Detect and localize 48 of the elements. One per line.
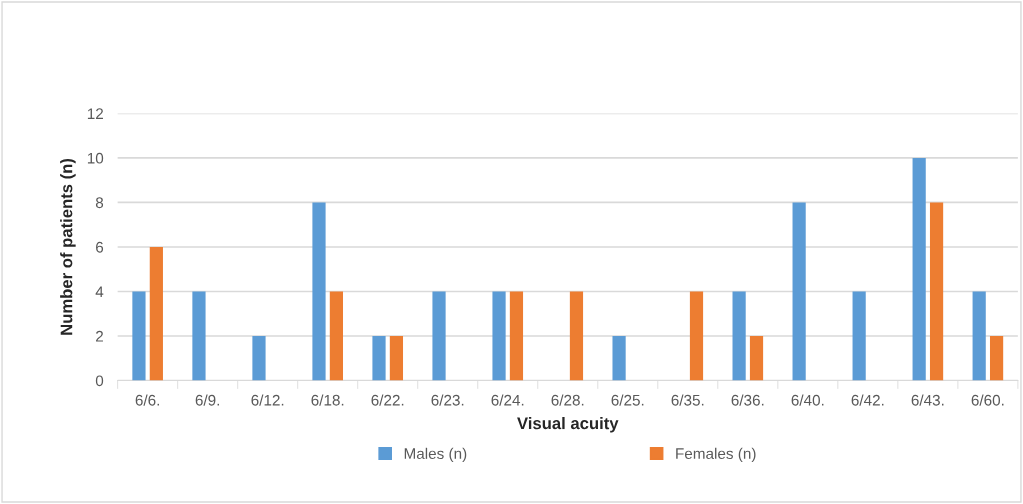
bar xyxy=(792,202,806,381)
x-tick-label: 6/42. xyxy=(851,394,884,406)
bar xyxy=(912,157,926,381)
bar xyxy=(492,291,506,381)
x-tick-label: 6/28. xyxy=(551,394,584,406)
bar xyxy=(252,336,266,381)
bar xyxy=(732,291,746,381)
x-tick-label: 6/12. xyxy=(251,394,284,406)
bar xyxy=(989,336,1004,381)
bar xyxy=(569,291,584,381)
bar xyxy=(389,336,404,381)
bar xyxy=(192,291,206,381)
y-tick-label: 6 xyxy=(96,241,104,253)
y-tick-label: 8 xyxy=(95,197,104,209)
bar xyxy=(509,291,524,381)
x-tick-label: 6/43. xyxy=(911,394,944,406)
y-tick-label: 12 xyxy=(87,108,103,119)
legend-label: Males (n) xyxy=(404,447,467,463)
y-tick-label: 2 xyxy=(96,330,103,342)
y-tick-label: 0 xyxy=(95,375,104,387)
bar xyxy=(749,336,764,381)
x-axis-title: Visual acuity xyxy=(517,416,619,433)
x-tick-label: 6/60. xyxy=(971,394,1004,406)
legend-label: Females (n) xyxy=(676,447,756,463)
bar xyxy=(372,336,386,381)
bar xyxy=(432,291,446,381)
x-tick-label: 6/24. xyxy=(491,394,524,406)
bar xyxy=(972,291,986,381)
bar xyxy=(329,291,344,381)
bar xyxy=(929,202,944,381)
x-tick-label: 6/6. xyxy=(135,394,159,406)
y-tick-label: 4 xyxy=(95,286,104,298)
x-tick-label: 6/22. xyxy=(371,394,404,406)
bar xyxy=(132,291,146,381)
y-tick-label: 10 xyxy=(87,152,104,164)
x-tick-label: 6/9. xyxy=(195,394,220,406)
x-tick-label: 6/35. xyxy=(671,394,704,406)
bar xyxy=(149,246,163,381)
bar xyxy=(612,336,626,381)
x-tick-label: 6/18. xyxy=(311,394,344,406)
x-tick-label: 6/25. xyxy=(611,394,644,406)
bar xyxy=(852,291,866,381)
x-tick-label: 6/40. xyxy=(791,394,824,406)
y-axis-title: Number of patients (n) xyxy=(60,158,76,335)
bar xyxy=(312,202,326,381)
x-tick-label: 6/36. xyxy=(731,394,764,406)
x-tick-label: 6/23. xyxy=(431,394,464,406)
bar xyxy=(689,291,704,381)
